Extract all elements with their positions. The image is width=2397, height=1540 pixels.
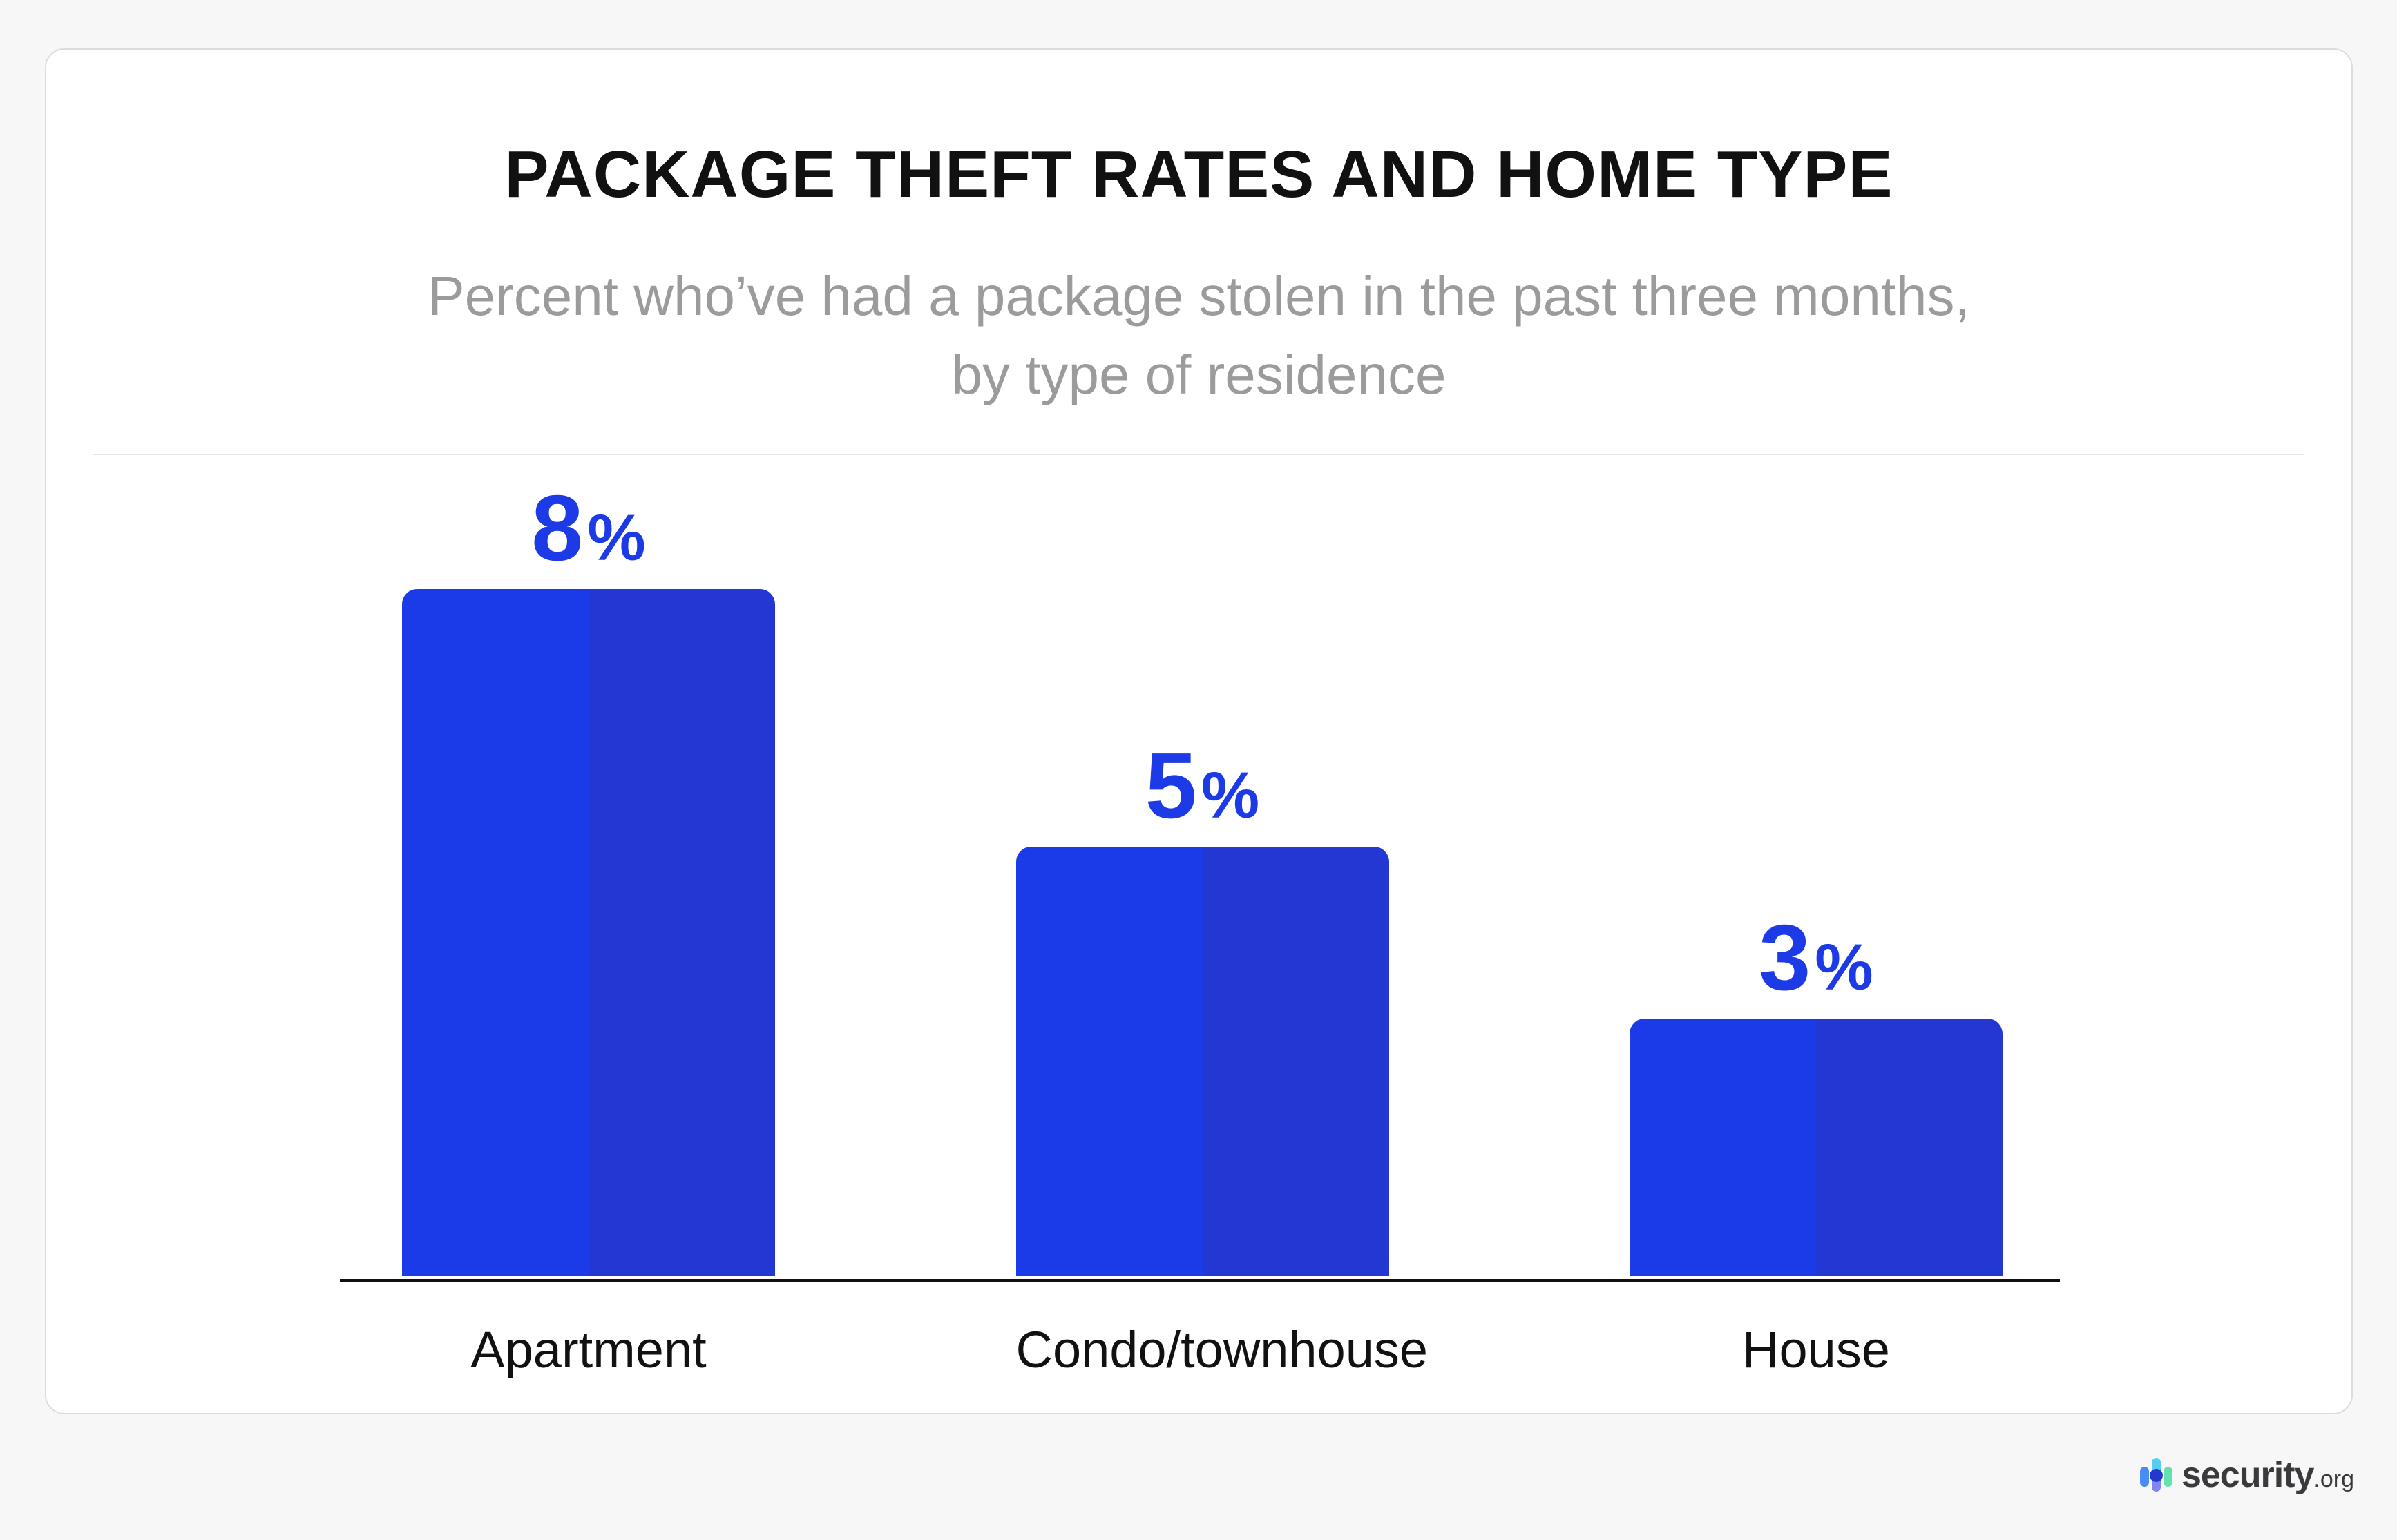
bar-column-house: 3% [1630, 911, 2003, 1276]
value-label: 8% [531, 481, 646, 575]
category-labels-row: Apartment Condo/townhouse House [402, 1320, 2003, 1379]
value-percent-sign: % [1815, 931, 1873, 1004]
value-number: 8 [531, 476, 584, 580]
bar [1630, 1019, 2003, 1276]
value-number: 3 [1759, 905, 1811, 1010]
category-label: Condo/townhouse [1015, 1321, 1429, 1378]
logo-left-pill [2139, 1467, 2149, 1487]
value-percent-sign: % [1201, 759, 1260, 832]
value-label: 5% [1145, 739, 1260, 832]
value-percent-sign: % [587, 501, 646, 575]
chart-title: PACKAGE THEFT RATES AND HOME TYPE [504, 137, 1893, 211]
chart-subtitle-line-1: Percent who’ve had a package stolen in t… [428, 265, 1970, 327]
bar [1015, 847, 1389, 1276]
logo-name: security [2181, 1455, 2314, 1495]
logo-center-dot [2149, 1469, 2163, 1482]
x-axis-line [340, 1279, 2060, 1282]
category-label: House [1742, 1321, 1890, 1378]
value-label: 3% [1759, 911, 1873, 1004]
logo-text: security.org [2181, 1454, 2354, 1496]
chart-subtitle: Percent who’ve had a package stolen in t… [46, 257, 2351, 415]
logo-right-pill [2163, 1467, 2172, 1487]
bars-row: 8% 5% 3% [402, 481, 2003, 1276]
chart-card: PACKAGE THEFT RATES AND HOME TYPE Percen… [45, 48, 2353, 1414]
header-divider [93, 454, 2304, 455]
bar [402, 589, 775, 1276]
bar-column-condo-townhouse: 5% [1015, 739, 1389, 1276]
category-label: Apartment [470, 1321, 707, 1378]
security-org-logo: security.org [2139, 1454, 2354, 1496]
bar-column-apartment: 8% [402, 481, 775, 1276]
value-number: 5 [1145, 733, 1197, 838]
chart-subtitle-line-2: by type of residence [951, 344, 1446, 406]
logo-tld: .org [2313, 1466, 2354, 1492]
security-org-logo-icon [2139, 1458, 2173, 1492]
